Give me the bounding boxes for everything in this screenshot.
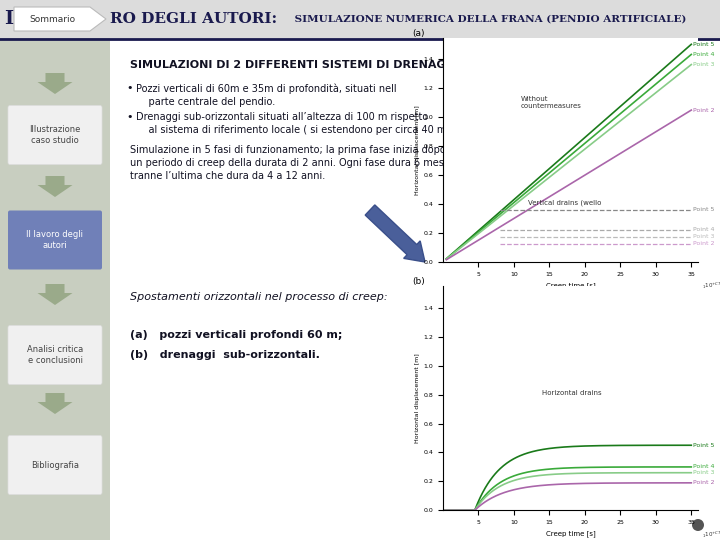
Text: SIMULAZIONE NUMERICA DELLA FRANA (PENDIO ARTIFICIALE): SIMULAZIONE NUMERICA DELLA FRANA (PENDIO…: [291, 15, 686, 24]
Text: Analisi critica
e conclusioni: Analisi critica e conclusioni: [27, 345, 83, 365]
Text: •: •: [126, 83, 132, 93]
Text: (b)   drenaggi  sub-orizzontali.: (b) drenaggi sub-orizzontali.: [130, 350, 320, 360]
X-axis label: Creep time [s]: Creep time [s]: [546, 282, 595, 289]
Bar: [0, 0, 720, 38]
FancyArrow shape: [365, 205, 425, 262]
Polygon shape: [14, 7, 106, 31]
X-axis label: Creep time [s]: Creep time [s]: [546, 531, 595, 537]
Text: Point 4: Point 4: [693, 52, 714, 57]
Text: Sommario: Sommario: [29, 15, 75, 24]
Text: I: I: [4, 10, 13, 28]
Polygon shape: [37, 393, 73, 414]
Text: $_{1}10^{+C7}$ ): $_{1}10^{+C7}$ ): [702, 529, 720, 539]
FancyBboxPatch shape: [8, 211, 102, 269]
Text: •: •: [126, 112, 132, 122]
Bar: [110, 40, 720, 540]
Y-axis label: Horizontal displacement [m]: Horizontal displacement [m]: [415, 105, 420, 195]
Text: Bibliografia: Bibliografia: [31, 461, 79, 469]
Text: Horizontal drains: Horizontal drains: [542, 390, 602, 396]
Text: (a)   pozzi verticali profondi 60 m;: (a) pozzi verticali profondi 60 m;: [130, 330, 343, 340]
Circle shape: [692, 519, 704, 531]
Text: Pozzi verticali di 60m e 35m di profondità, situati nell
    parte centrale del : Pozzi verticali di 60m e 35m di profondi…: [136, 83, 397, 107]
Polygon shape: [37, 284, 73, 305]
Text: Simulazione in 5 fasi di funzionamento; la prima fase inizia dopo
un periodo di : Simulazione in 5 fasi di funzionamento; …: [130, 145, 450, 181]
FancyBboxPatch shape: [8, 435, 102, 495]
Text: Point 4: Point 4: [693, 464, 714, 469]
Text: $_{1}10^{+C7}$ ): $_{1}10^{+C7}$ ): [702, 281, 720, 291]
Text: (b): (b): [412, 277, 425, 286]
FancyBboxPatch shape: [8, 326, 102, 384]
Text: Point 2: Point 2: [693, 480, 714, 485]
Text: Point 5: Point 5: [693, 207, 714, 212]
Y-axis label: Horizontal displacement [m]: Horizontal displacement [m]: [415, 353, 420, 443]
Polygon shape: [37, 73, 73, 94]
Text: Point 2: Point 2: [693, 107, 714, 113]
Text: Drenaggi sub-orizzontali situati all’altezza di 100 m rispetto
    al sistema di: Drenaggi sub-orizzontali situati all’alt…: [136, 112, 450, 135]
Text: Spostamenti orizzontali nel processo di creep:: Spostamenti orizzontali nel processo di …: [130, 292, 387, 302]
Text: Point 4: Point 4: [693, 227, 714, 232]
Text: RO DEGLI AUTORI:: RO DEGLI AUTORI:: [110, 12, 277, 26]
Text: Without
countermeasures: Without countermeasures: [521, 96, 582, 109]
Text: Illustrazione
caso studio: Illustrazione caso studio: [30, 125, 81, 145]
Text: Il lavoro degli
autori: Il lavoro degli autori: [27, 230, 84, 250]
Text: (a): (a): [412, 29, 425, 38]
Text: Point 3: Point 3: [693, 470, 714, 475]
Text: Point 2: Point 2: [693, 241, 714, 246]
Text: Point 5: Point 5: [693, 443, 714, 448]
Text: Point 3: Point 3: [693, 62, 714, 67]
FancyBboxPatch shape: [8, 105, 102, 165]
Text: Point 3: Point 3: [693, 234, 714, 239]
Text: Point 5: Point 5: [693, 42, 714, 47]
Polygon shape: [37, 176, 73, 197]
Bar: [0, 0, 110, 540]
Text: SIMULAZIONI DI 2 DIFFERENTI SISTEMI DI DRENAGGIO:: SIMULAZIONI DI 2 DIFFERENTI SISTEMI DI D…: [130, 60, 472, 70]
Text: Vertical drains (wello: Vertical drains (wello: [528, 199, 601, 206]
